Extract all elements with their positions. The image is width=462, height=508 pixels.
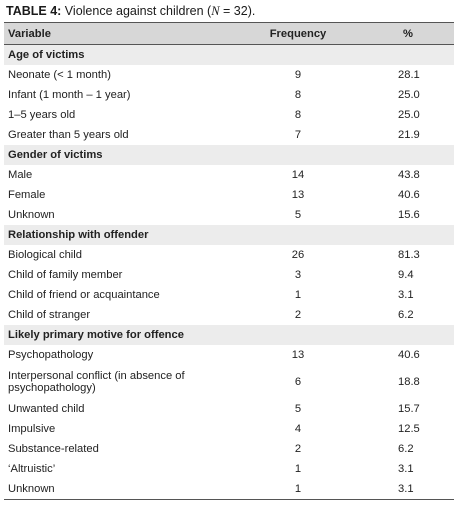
- frequency-cell: 3: [234, 265, 362, 285]
- row-label: Unwanted child: [4, 399, 234, 419]
- table-row: Impulsive 4 12.5: [4, 419, 454, 439]
- row-label: Neonate (< 1 month): [4, 65, 234, 85]
- row-label: 1–5 years old: [4, 105, 234, 125]
- percent-cell: 15.6: [362, 205, 454, 225]
- frequency-cell: 5: [234, 205, 362, 225]
- section-row: Gender of victims: [4, 145, 454, 165]
- section-row: Relationship with offender: [4, 225, 454, 245]
- table-row: Psychopathology 13 40.6: [4, 345, 454, 365]
- row-label: Greater than 5 years old: [4, 125, 234, 145]
- table-row: Male 14 43.8: [4, 165, 454, 185]
- section-title: Gender of victims: [4, 145, 454, 165]
- frequency-cell: 13: [234, 185, 362, 205]
- table-row: Substance-related 2 6.2: [4, 439, 454, 459]
- percent-cell: 25.0: [362, 105, 454, 125]
- percent-cell: 3.1: [362, 479, 454, 500]
- percent-cell: 15.7: [362, 399, 454, 419]
- frequency-cell: 26: [234, 245, 362, 265]
- frequency-cell: 14: [234, 165, 362, 185]
- percent-cell: 28.1: [362, 65, 454, 85]
- frequency-cell: 7: [234, 125, 362, 145]
- frequency-cell: 1: [234, 285, 362, 305]
- row-label: Child of friend or acquaintance: [4, 285, 234, 305]
- frequency-cell: 13: [234, 345, 362, 365]
- frequency-cell: 2: [234, 439, 362, 459]
- table-caption-n-symbol: N: [211, 4, 220, 18]
- frequency-cell: 2: [234, 305, 362, 325]
- row-label: Biological child: [4, 245, 234, 265]
- table-row: Infant (1 month – 1 year) 8 25.0: [4, 85, 454, 105]
- section-row: Age of victims: [4, 44, 454, 65]
- table-row: ‘Altruistic’ 1 3.1: [4, 459, 454, 479]
- percent-cell: 40.6: [362, 185, 454, 205]
- frequency-cell: 9: [234, 65, 362, 85]
- table-caption: TABLE 4: Violence against children (N = …: [4, 0, 454, 22]
- percent-cell: 25.0: [362, 85, 454, 105]
- percent-cell: 40.6: [362, 345, 454, 365]
- row-label: Child of family member: [4, 265, 234, 285]
- frequency-cell: 1: [234, 479, 362, 500]
- row-label: Child of stranger: [4, 305, 234, 325]
- percent-cell: 6.2: [362, 439, 454, 459]
- table-row: Female 13 40.6: [4, 185, 454, 205]
- header-row: Variable Frequency %: [4, 22, 454, 45]
- section-title: Relationship with offender: [4, 225, 454, 245]
- row-label: Infant (1 month – 1 year): [4, 85, 234, 105]
- data-table: Variable Frequency % Age of victims Neona…: [4, 22, 454, 500]
- table-row: Greater than 5 years old 7 21.9: [4, 125, 454, 145]
- table-row: Neonate (< 1 month) 9 28.1: [4, 65, 454, 85]
- table-row: Interpersonal conflict (in absence of ps…: [4, 365, 454, 399]
- column-header-variable: Variable: [4, 22, 234, 45]
- table-row: Unwanted child 5 15.7: [4, 399, 454, 419]
- row-label: Unknown: [4, 479, 234, 500]
- row-label: Male: [4, 165, 234, 185]
- percent-cell: 43.8: [362, 165, 454, 185]
- percent-cell: 12.5: [362, 419, 454, 439]
- frequency-cell: 5: [234, 399, 362, 419]
- row-label: Psychopathology: [4, 345, 234, 365]
- row-label: ‘Altruistic’: [4, 459, 234, 479]
- section-title: Age of victims: [4, 44, 454, 65]
- percent-cell: 3.1: [362, 459, 454, 479]
- section-title: Likely primary motive for offence: [4, 325, 454, 345]
- table-caption-text: Violence against children (: [61, 4, 212, 18]
- frequency-cell: 6: [234, 365, 362, 399]
- section-row: Likely primary motive for offence: [4, 325, 454, 345]
- table-row: Unknown 5 15.6: [4, 205, 454, 225]
- table-body: Age of victims Neonate (< 1 month) 9 28.1 In…: [4, 44, 454, 500]
- frequency-cell: 1: [234, 459, 362, 479]
- table-row: Biological child 26 81.3: [4, 245, 454, 265]
- table-caption-text-end: = 32).: [219, 4, 256, 18]
- table-header: Variable Frequency %: [4, 22, 454, 45]
- frequency-cell: 8: [234, 85, 362, 105]
- table-row: Child of friend or acquaintance 1 3.1: [4, 285, 454, 305]
- row-label: Unknown: [4, 205, 234, 225]
- table-row: Child of family member 3 9.4: [4, 265, 454, 285]
- frequency-cell: 8: [234, 105, 362, 125]
- row-label: Substance-related: [4, 439, 234, 459]
- percent-cell: 9.4: [362, 265, 454, 285]
- column-header-percent: %: [362, 22, 454, 45]
- percent-cell: 6.2: [362, 305, 454, 325]
- percent-cell: 3.1: [362, 285, 454, 305]
- frequency-cell: 4: [234, 419, 362, 439]
- table-row: 1–5 years old 8 25.0: [4, 105, 454, 125]
- row-label: Interpersonal conflict (in absence of ps…: [4, 365, 234, 399]
- column-header-frequency: Frequency: [234, 22, 362, 45]
- percent-cell: 21.9: [362, 125, 454, 145]
- row-label: Female: [4, 185, 234, 205]
- table-row: Unknown 1 3.1: [4, 479, 454, 500]
- table-caption-label: TABLE 4:: [6, 4, 62, 18]
- row-label: Impulsive: [4, 419, 234, 439]
- table-row: Child of stranger 2 6.2: [4, 305, 454, 325]
- percent-cell: 81.3: [362, 245, 454, 265]
- percent-cell: 18.8: [362, 365, 454, 399]
